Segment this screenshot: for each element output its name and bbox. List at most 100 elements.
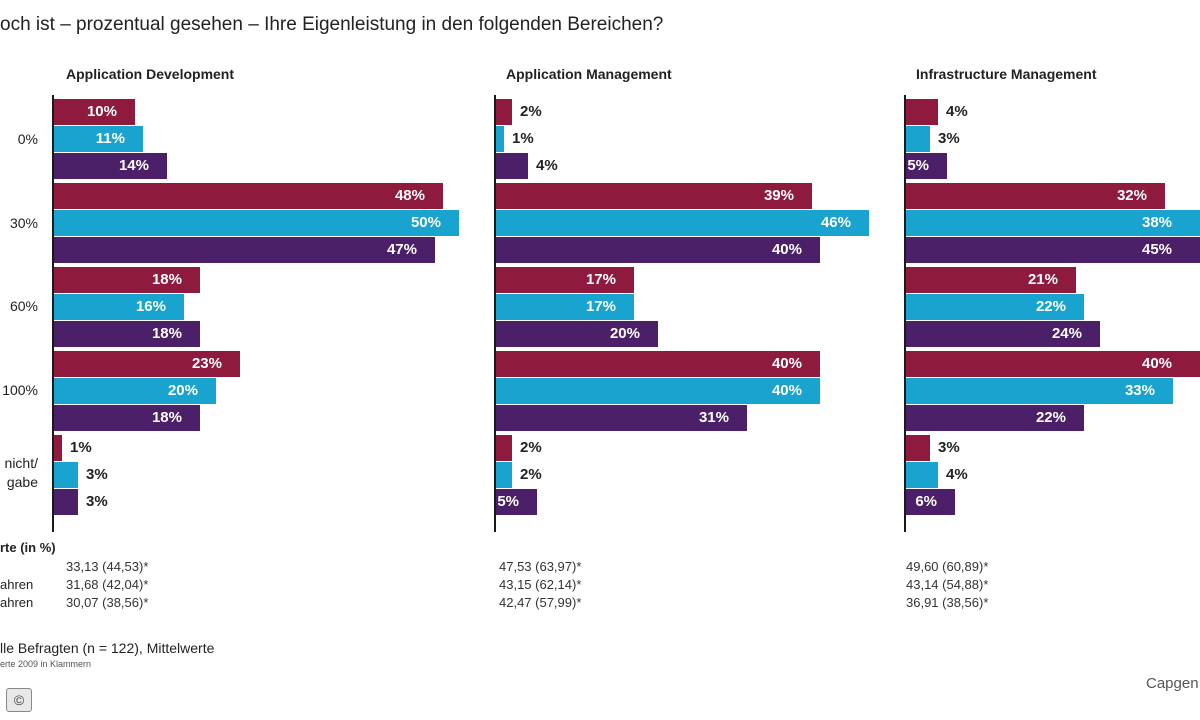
bar	[54, 126, 143, 152]
bar-label: 16%	[135, 298, 166, 315]
footnote: lle Befragten (n = 122), Mittelwerte	[0, 640, 215, 656]
bar	[54, 237, 435, 263]
bar-label: 14%	[118, 157, 149, 174]
bar-label: 18%	[151, 271, 182, 288]
bar-label: 40%	[1142, 355, 1173, 372]
stats-value: 47,53 (63,97)*	[499, 559, 582, 574]
bar-label: 39%	[763, 187, 794, 204]
bar-label: 31%	[698, 409, 729, 426]
bar-label: 3%	[938, 439, 960, 456]
category-label-2: 60%	[9, 298, 38, 314]
stats-value: 49,60 (60,89)*	[906, 559, 989, 574]
bar	[496, 267, 634, 293]
bar	[54, 462, 78, 488]
stats-value: 43,14 (54,88)*	[906, 577, 989, 592]
bar	[906, 294, 1084, 320]
bar	[496, 99, 512, 125]
bar	[906, 435, 930, 461]
bar-label: 17%	[585, 271, 616, 288]
stats-row-label-1: ahren	[0, 577, 34, 592]
bar-label: 48%	[394, 187, 425, 204]
bar	[906, 267, 1076, 293]
bar	[906, 405, 1084, 431]
bar	[496, 378, 820, 404]
bar-label: 20%	[609, 325, 640, 342]
panel-title: Application Development	[66, 66, 235, 82]
panel-axis	[52, 95, 54, 532]
bar-label: 40%	[771, 382, 802, 399]
bar-label: 6%	[915, 493, 937, 510]
bar	[54, 378, 216, 404]
stats-value: 33,13 (44,53)*	[66, 559, 149, 574]
bar	[496, 153, 528, 179]
bar-label: 4%	[946, 466, 968, 483]
footnote-small: erte 2009 in Klammern	[0, 659, 92, 669]
bar	[906, 351, 1200, 377]
bar	[906, 210, 1200, 236]
bar	[906, 321, 1100, 347]
bar	[54, 435, 62, 461]
panel-axis	[904, 95, 906, 532]
stats-value: 43,15 (62,14)*	[499, 577, 582, 592]
brand-logo-text: Capgen	[1146, 675, 1199, 692]
bar-label: 10%	[86, 103, 117, 120]
bar	[906, 462, 938, 488]
bar-label: 38%	[1142, 214, 1173, 231]
bar-label: 18%	[151, 325, 182, 342]
bar-label: 47%	[386, 241, 417, 258]
category-label-1: 30%	[9, 215, 38, 231]
bar	[54, 267, 200, 293]
chart-title: och ist – prozentual gesehen – Ihre Eige…	[0, 14, 664, 35]
bar	[54, 153, 167, 179]
category-label-3: 100%	[2, 382, 38, 398]
bar-label: 11%	[95, 130, 125, 147]
stats-panel-0: 33,13 (44,53)* 31,68 (42,04)* 30,07 (38,…	[66, 558, 148, 612]
category-label-4b: gabe	[6, 474, 38, 490]
bar-label: 4%	[536, 157, 558, 174]
bar-label: 20%	[167, 382, 198, 399]
bar-label: 2%	[520, 103, 542, 120]
bar-label: 5%	[497, 493, 519, 510]
bar	[496, 237, 820, 263]
bar-label: 40%	[771, 241, 802, 258]
bar	[496, 210, 869, 236]
stats-value: 36,91 (38,56)*	[906, 595, 989, 610]
bar-label: 1%	[512, 130, 534, 147]
bar	[496, 405, 747, 431]
bar-label: 21%	[1027, 271, 1058, 288]
bar-label: 22%	[1035, 409, 1066, 426]
bar-label: 50%	[410, 214, 441, 231]
bar	[54, 294, 184, 320]
bar-label: 5%	[907, 157, 929, 174]
bar-label: 45%	[1142, 241, 1173, 258]
bar	[906, 237, 1200, 263]
bar	[906, 378, 1173, 404]
panel-title: Application Management	[506, 66, 672, 82]
bar-label: 24%	[1051, 325, 1082, 342]
category-label-4a: nicht/	[4, 455, 38, 471]
bar-label: 3%	[86, 493, 108, 510]
bar	[906, 126, 930, 152]
bar	[496, 489, 537, 515]
stats-heading: rte (in %)	[0, 540, 56, 555]
bar-label: 46%	[820, 214, 851, 231]
bar	[496, 462, 512, 488]
stats-value: 31,68 (42,04)*	[66, 577, 149, 592]
panel-title: Infrastructure Management	[916, 66, 1097, 82]
bar	[54, 321, 200, 347]
bar	[906, 489, 955, 515]
bar	[906, 183, 1165, 209]
bar-label: 3%	[86, 466, 108, 483]
bar-label: 2%	[520, 466, 542, 483]
stats-value: 30,07 (38,56)*	[66, 595, 149, 610]
bar	[906, 153, 947, 179]
bar	[54, 405, 200, 431]
stats-value: 42,47 (57,99)*	[499, 595, 582, 610]
bar	[54, 210, 459, 236]
bar	[496, 351, 820, 377]
bar	[496, 294, 634, 320]
bar-label: 2%	[520, 439, 542, 456]
bar-label: 3%	[938, 130, 960, 147]
bar	[54, 351, 240, 377]
stats-panel-1: 47,53 (63,97)* 43,15 (62,14)* 42,47 (57,…	[499, 558, 581, 612]
